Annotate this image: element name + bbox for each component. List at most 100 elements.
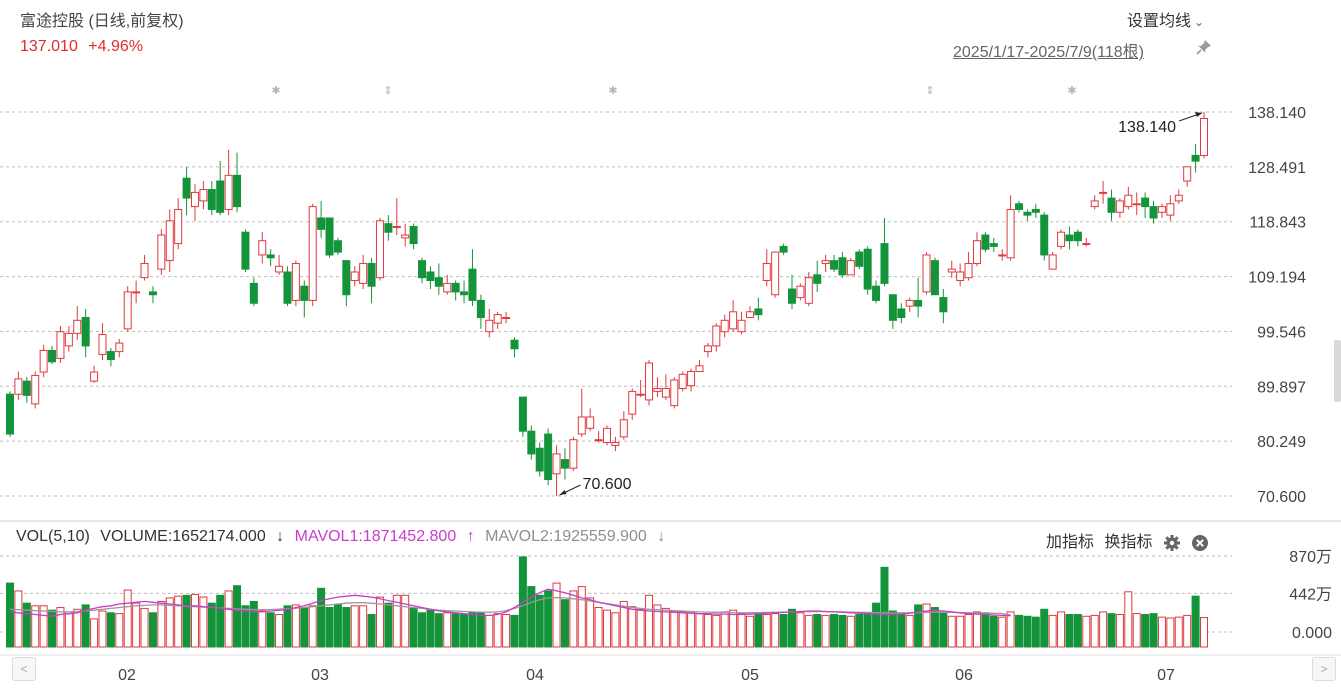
- volume-bar: [350, 605, 359, 648]
- candle-body: [779, 245, 788, 253]
- candle-body: [275, 265, 284, 273]
- volume-bar: [485, 614, 494, 648]
- candle-body: [989, 243, 998, 247]
- volume-bar: [905, 614, 914, 648]
- candle-body: [73, 319, 82, 334]
- volume-bar: [165, 597, 174, 648]
- candle-body: [939, 297, 948, 313]
- candle-body: [695, 365, 704, 372]
- x-tick-label: 06: [955, 667, 973, 684]
- volume-bar: [745, 615, 754, 648]
- candle-body: [98, 334, 107, 355]
- volume-bar: [283, 605, 292, 648]
- volume-bar: [964, 614, 973, 648]
- candle-body: [90, 371, 99, 382]
- candle-body: [350, 271, 359, 282]
- volume-bar: [81, 604, 90, 648]
- volume-bar: [409, 607, 418, 648]
- chevron-right-icon[interactable]: >: [1312, 657, 1336, 681]
- candle-body: [745, 311, 754, 318]
- low-label: 70.600: [583, 476, 632, 493]
- candle-body: [762, 262, 771, 282]
- volume-bar: [342, 607, 351, 648]
- volume-bar: [476, 612, 485, 648]
- switch-indicator-button[interactable]: 换指标: [1104, 534, 1153, 551]
- close-circle-icon[interactable]: [1191, 534, 1209, 552]
- volume-bar: [1006, 611, 1015, 648]
- candle-body: [619, 419, 628, 438]
- candle-body: [258, 240, 267, 256]
- price-tick-label: 118.843: [1249, 215, 1306, 232]
- volume-bar: [1166, 617, 1175, 648]
- volume-bar: [64, 611, 73, 648]
- volume-bar: [224, 590, 233, 648]
- gear-icon[interactable]: [1163, 534, 1181, 552]
- candle-body: [443, 282, 452, 293]
- volume-bar: [468, 611, 477, 648]
- candle-body: [846, 260, 855, 276]
- price-axis: 138.140 128.491 118.843 109.194 99.546 89.897…: [1248, 105, 1306, 506]
- volume-bar: [233, 585, 242, 648]
- candle-body: [586, 416, 595, 429]
- volume-bar: [712, 614, 721, 648]
- candle-body: [1166, 203, 1175, 216]
- volume-bar: [291, 604, 300, 648]
- candle-body: [527, 430, 536, 455]
- candle-body: [64, 332, 73, 347]
- volume-bar: [1107, 613, 1116, 648]
- volume-bars: [6, 556, 1208, 648]
- candle-body: [1090, 200, 1099, 208]
- pin-icon[interactable]: [1195, 38, 1213, 56]
- candle-body: [115, 342, 124, 353]
- candle-body: [1132, 203, 1141, 206]
- panel-resize-handle[interactable]: [1334, 340, 1341, 402]
- price-tick-label: 89.897: [1257, 379, 1306, 396]
- price-tick-label: 80.249: [1257, 434, 1306, 451]
- candle-body: [1031, 208, 1040, 213]
- volume-bar: [661, 607, 670, 648]
- candle-body: [678, 373, 687, 390]
- candle-body: [39, 349, 48, 373]
- high-pointer-arrow: [1195, 112, 1202, 117]
- volume-bar: [434, 613, 443, 648]
- volume-bar: [981, 612, 990, 648]
- candle-body: [182, 177, 191, 199]
- event-markers: ✱ ⇕ ✱ ⇕ ✱: [271, 85, 1076, 97]
- candle-body: [1183, 166, 1192, 182]
- volume-bar: [771, 613, 780, 648]
- volume-bar: [14, 590, 23, 648]
- candle-body: [426, 271, 435, 282]
- volume-bar: [98, 610, 107, 648]
- candle-body: [888, 294, 897, 321]
- candle-body: [1191, 154, 1200, 162]
- volume-tick-label: 0.000: [1292, 625, 1332, 642]
- volume-bar: [90, 618, 99, 648]
- vol-label[interactable]: VOL(5,10): [16, 528, 90, 545]
- candle-body: [233, 174, 242, 208]
- volume-bar: [737, 613, 746, 648]
- add-indicator-button[interactable]: 加指标: [1046, 534, 1095, 551]
- volume-bar: [922, 603, 931, 648]
- candle-body: [14, 378, 23, 395]
- volume-bar: [897, 612, 906, 648]
- candle-body: [821, 260, 830, 264]
- volume-bar: [241, 605, 250, 648]
- candle-body: [930, 260, 939, 296]
- volume-bar: [1048, 614, 1057, 648]
- candle-body: [409, 226, 418, 245]
- candle-body: [502, 316, 511, 319]
- volume-bar: [863, 612, 872, 648]
- volume-bar: [157, 600, 166, 648]
- candle-body: [249, 282, 258, 304]
- volume-bar: [569, 590, 578, 648]
- date-range-link[interactable]: 2025/1/17-2025/7/9(118根): [953, 44, 1144, 61]
- ma-settings-dropdown[interactable]: 设置均线 ⌄: [1127, 7, 1204, 31]
- volume-bar: [502, 614, 511, 648]
- candle-body: [140, 262, 149, 279]
- candle-body: [914, 299, 923, 307]
- price-tick-label: 109.194: [1248, 270, 1306, 287]
- candle-body: [972, 240, 981, 264]
- chevron-left-icon[interactable]: <: [12, 657, 36, 681]
- volume-bar: [1057, 611, 1066, 648]
